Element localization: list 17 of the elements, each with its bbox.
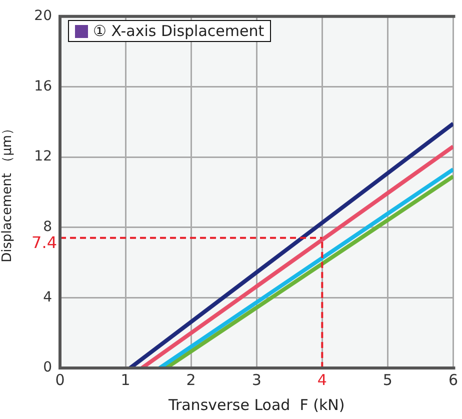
legend-title: ① X-axis Displacement <box>93 22 264 40</box>
y-tick-label: 16 <box>34 78 52 94</box>
x-tick-label: 6 <box>448 370 458 389</box>
x-tick-label: 5 <box>382 370 392 389</box>
x-tick-label: 0 <box>55 370 65 389</box>
x-tick-label: 1 <box>120 370 130 389</box>
y-tick-label: 4 <box>43 289 52 306</box>
y-tick-label: 8 <box>43 219 52 235</box>
x-tick-label: 4 <box>317 370 327 389</box>
x-tick-label: 2 <box>186 370 196 389</box>
x-tick-label: 3 <box>252 370 262 389</box>
x-axis-title: Transverse Load F (kN) <box>167 396 345 414</box>
ref-line-label: 7.4 <box>32 233 57 252</box>
y-axis-title: Displacement （μm） <box>0 122 16 262</box>
y-tick-label: 12 <box>34 148 52 165</box>
y-tick-label: 20 <box>34 8 52 24</box>
y-tick-label: 0 <box>43 360 52 376</box>
